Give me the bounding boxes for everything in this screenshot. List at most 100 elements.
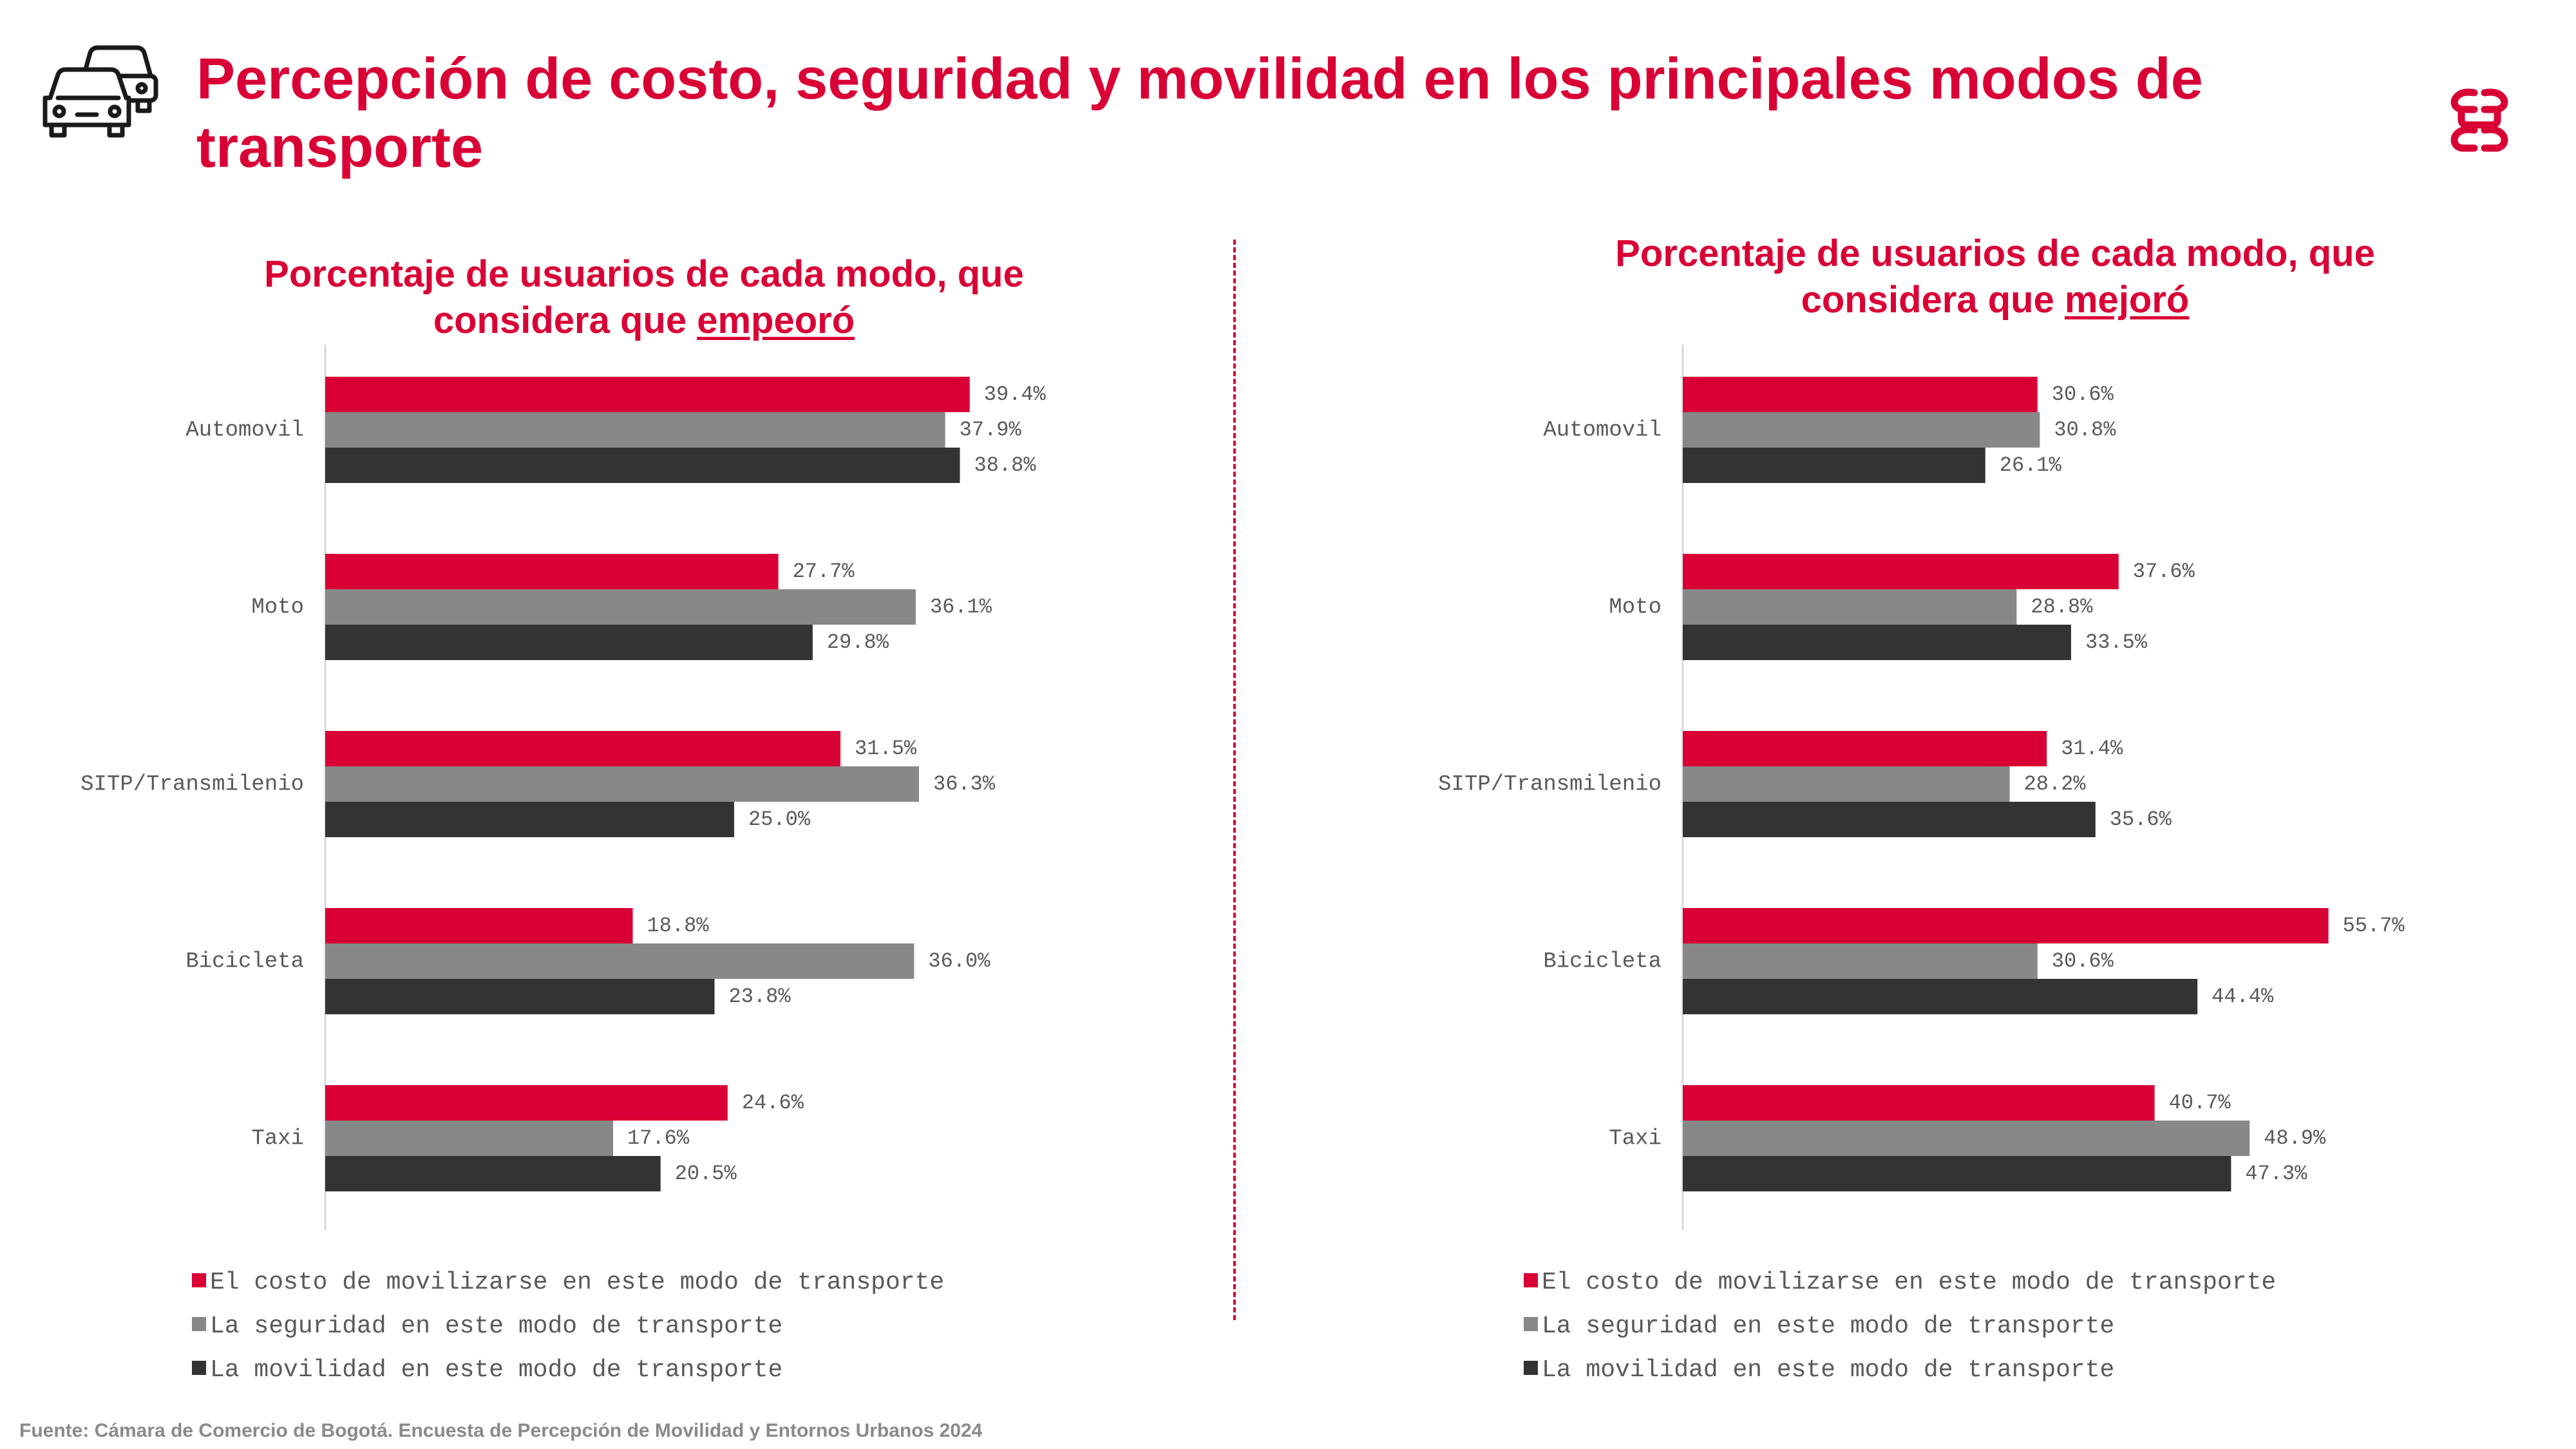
data-label-security: 36.0% (928, 949, 990, 973)
bar-mobility (1683, 802, 2096, 837)
legend-swatch-cost (192, 1273, 206, 1287)
legend-item-mobility: La movilidad en este modo de transporte (192, 1349, 944, 1392)
bar-mobility (325, 1156, 661, 1191)
bar-mobility (1683, 1156, 2231, 1191)
ccb-logo-icon (2450, 88, 2508, 152)
data-label-mobility: 47.3% (2245, 1162, 2307, 1186)
data-label-cost: 30.6% (2052, 383, 2114, 406)
bar-mobility (1683, 448, 1985, 483)
data-label-cost: 18.8% (647, 914, 710, 938)
bar-cost (1683, 1085, 2155, 1121)
data-label-mobility: 33.5% (2085, 630, 2148, 654)
data-label-cost: 31.4% (2061, 737, 2123, 761)
bar-security (325, 589, 916, 625)
bar-chart-empeoro: Automovil 39.4% 37.9% 38.8% Moto 27.7% 36.1% 29… (80, 345, 1046, 1230)
bar-cost (325, 377, 970, 412)
legend-item-security: La seguridad en este modo de transporte (192, 1305, 944, 1349)
bar-mobility (1683, 625, 2071, 660)
bar-cost (1683, 377, 2038, 412)
chart-title-left: Porcentaje de usuarios de cada modo, que… (193, 251, 1095, 344)
bar-security (325, 412, 945, 448)
bar-mobility (325, 802, 734, 837)
legend-label-security: La seguridad en este modo de transporte (210, 1312, 783, 1340)
chart-divider (1233, 240, 1236, 1320)
category-label: Taxi (251, 1126, 304, 1151)
bar-security (1683, 943, 2038, 979)
data-label-security: 36.3% (933, 772, 996, 796)
bar-cost (1683, 908, 2329, 943)
data-label-mobility: 44.4% (2211, 985, 2274, 1009)
category-label: Automovil (1543, 418, 1662, 442)
chart-title-left-emphasis: empeoró (697, 299, 855, 341)
chart-title-right: Porcentaje de usuarios de cada modo, que… (1544, 231, 2446, 323)
source-note: Fuente: Cámara de Comercio de Bogotá. En… (19, 1420, 983, 1441)
data-label-cost: 31.5% (855, 737, 917, 761)
data-label-security: 48.9% (2264, 1126, 2326, 1150)
bar-cost (1683, 731, 2047, 766)
category-label: SITP/Transmilenio (80, 772, 304, 797)
bar-mobility (1683, 979, 2198, 1014)
category-label: Automovil (185, 418, 304, 442)
data-label-cost: 39.4% (984, 383, 1046, 406)
legend-right: El costo de movilizarse en este modo de … (1524, 1261, 2276, 1392)
category-label: Moto (251, 595, 304, 620)
bar-security (325, 766, 920, 802)
bar-mobility (325, 979, 715, 1014)
bar-mobility (325, 625, 813, 660)
category-label: Moto (1609, 595, 1662, 620)
cars-icon (43, 45, 158, 138)
category-label: Bicicleta (185, 949, 304, 974)
data-label-cost: 24.6% (742, 1091, 804, 1115)
data-label-security: 37.9% (960, 418, 1022, 442)
chart-title-right-emphasis: mejoró (2064, 279, 2190, 321)
data-label-mobility: 38.8% (974, 453, 1037, 477)
data-label-security: 30.6% (2052, 949, 2114, 973)
legend-swatch-cost (1524, 1273, 1538, 1287)
category-label: Taxi (1609, 1126, 1662, 1151)
bar-chart-mejoro: Automovil 30.6% 30.8% 26.1% Moto 37.6% 28.8% 33… (1438, 345, 2405, 1230)
data-label-security: 36.1% (930, 595, 992, 619)
legend-item-cost: El costo de movilizarse en este modo de … (1524, 1261, 2276, 1305)
legend-swatch-mobility (192, 1360, 206, 1375)
legend-item-cost: El costo de movilizarse en este modo de … (192, 1261, 944, 1305)
data-label-mobility: 23.8% (729, 985, 791, 1009)
category-label: Bicicleta (1543, 949, 1662, 974)
bar-cost (1683, 554, 2119, 589)
bar-cost (325, 1085, 728, 1121)
legend-label-security: La seguridad en este modo de transporte (1542, 1312, 2115, 1340)
bar-security (1683, 412, 2040, 448)
legend-label-cost: El costo de movilizarse en este modo de … (210, 1269, 945, 1296)
data-label-security: 28.2% (2024, 772, 2087, 796)
category-label: SITP/Transmilenio (1438, 772, 1662, 797)
data-label-cost: 37.6% (2133, 560, 2195, 583)
legend-item-security: La seguridad en este modo de transporte (1524, 1305, 2276, 1349)
chart-title-left-prefix: Porcentaje de usuarios de cada modo, que… (264, 253, 1024, 341)
legend-left: El costo de movilizarse en este modo de … (192, 1261, 944, 1392)
legend-swatch-security (1524, 1316, 1538, 1331)
bar-security (1683, 766, 2010, 802)
bar-security (1683, 589, 2017, 625)
bar-cost (325, 554, 779, 589)
data-label-security: 28.8% (2031, 595, 2093, 619)
bar-cost (325, 908, 633, 943)
bar-security (325, 943, 914, 979)
data-label-cost: 40.7% (2169, 1091, 2231, 1115)
data-label-cost: 27.7% (793, 560, 855, 583)
chart-title-right-prefix: Porcentaje de usuarios de cada modo, que… (1615, 232, 2375, 321)
page-title: Percepción de costo, seguridad y movilid… (196, 47, 2203, 180)
legend-label-mobility: La movilidad en este modo de transporte (210, 1356, 783, 1384)
bar-security (325, 1121, 614, 1156)
legend-swatch-mobility (1524, 1360, 1538, 1375)
legend-item-mobility: La movilidad en este modo de transporte (1524, 1349, 2276, 1392)
legend-swatch-security (192, 1316, 206, 1331)
data-label-mobility: 20.5% (675, 1162, 737, 1186)
bar-security (1683, 1121, 2250, 1156)
data-label-mobility: 35.6% (2110, 808, 2172, 831)
bar-mobility (325, 448, 960, 483)
legend-label-cost: El costo de movilizarse en este modo de … (1542, 1269, 2277, 1296)
data-label-security: 30.8% (2054, 418, 2116, 442)
bar-cost (325, 731, 841, 766)
data-label-security: 17.6% (627, 1126, 690, 1150)
data-label-mobility: 25.0% (748, 808, 811, 831)
legend-label-mobility: La movilidad en este modo de transporte (1542, 1356, 2115, 1384)
